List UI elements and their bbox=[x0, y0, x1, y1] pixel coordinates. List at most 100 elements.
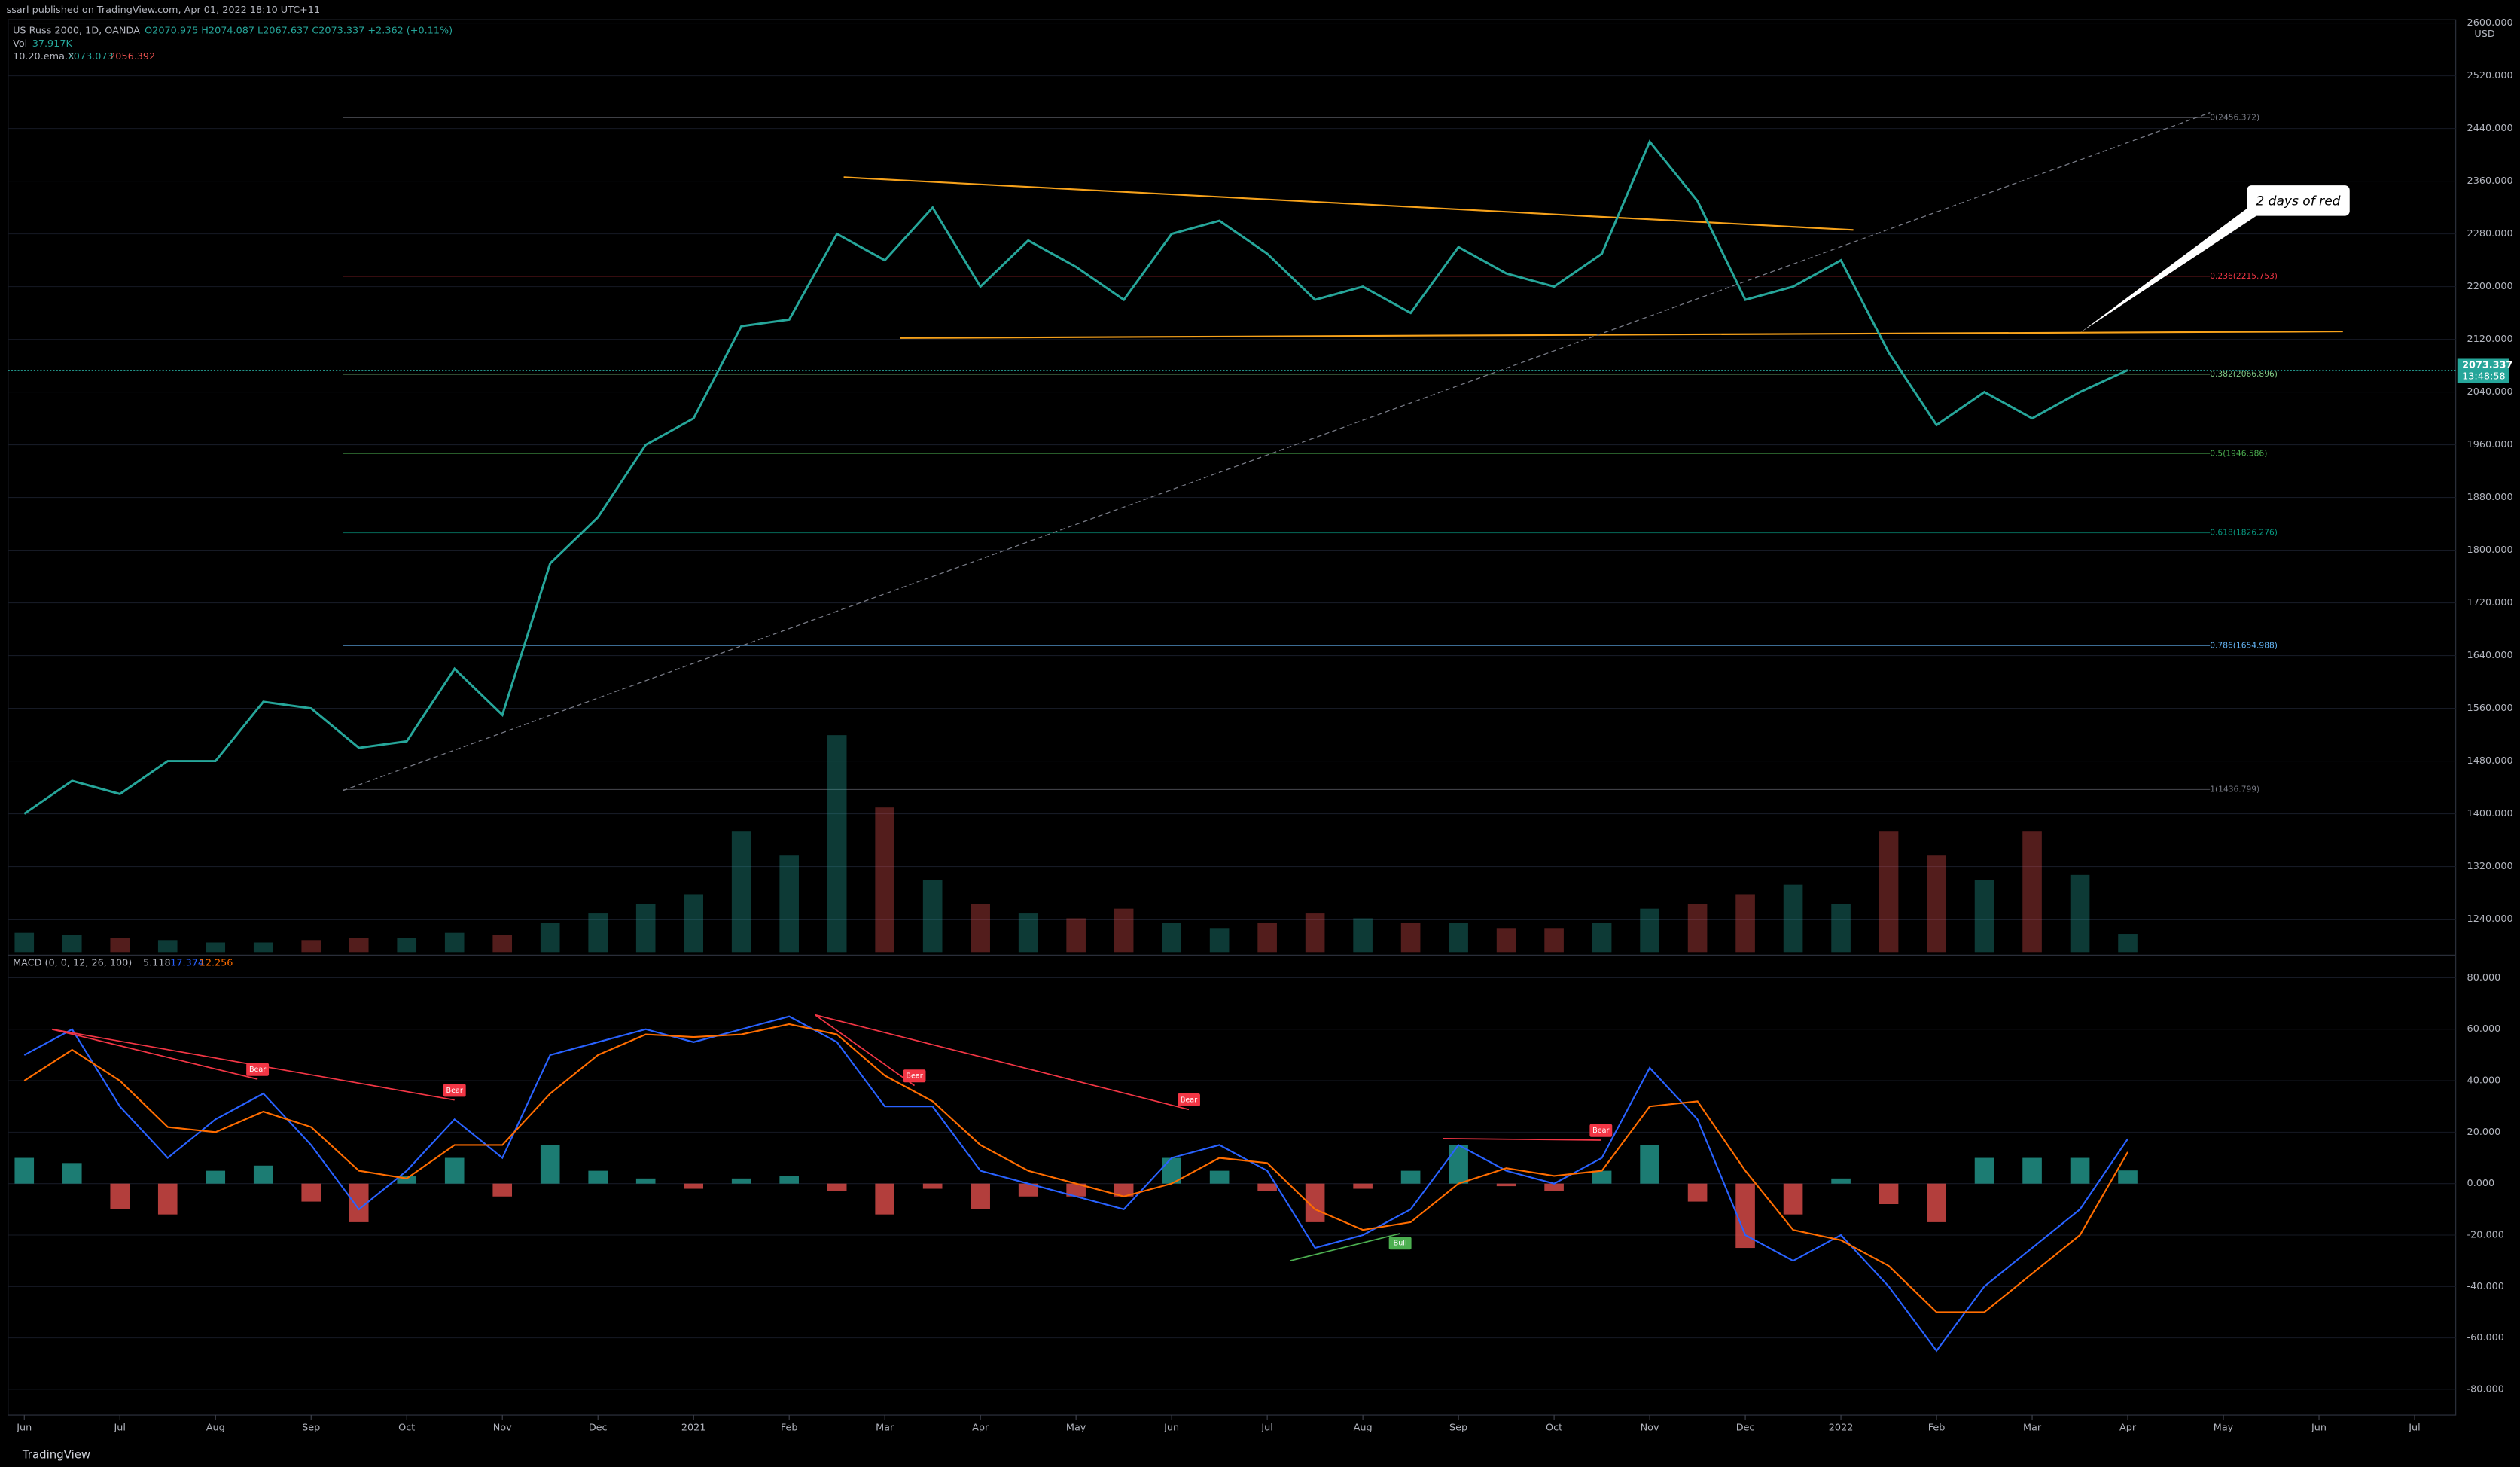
trendline bbox=[342, 112, 2211, 791]
volume-bar bbox=[1496, 928, 1516, 953]
histogram-bar bbox=[1257, 1183, 1277, 1191]
y-tick-label: 20.000 bbox=[2467, 1127, 2501, 1138]
volume-bar bbox=[397, 938, 417, 953]
volume-bar bbox=[827, 735, 847, 953]
volume-bar bbox=[14, 932, 35, 953]
histogram-bar bbox=[492, 1183, 513, 1197]
y-tick-label: -20.000 bbox=[2467, 1229, 2504, 1240]
x-tick-label: Feb bbox=[1928, 1423, 1946, 1434]
x-tick-label: Oct bbox=[398, 1423, 415, 1434]
x-tick-label: Jun bbox=[16, 1423, 32, 1434]
signal-value: 12.256 bbox=[200, 958, 233, 969]
volume-bar bbox=[2118, 934, 2138, 953]
x-tick-label: Apr bbox=[972, 1423, 989, 1434]
y-tick-label: 60.000 bbox=[2467, 1023, 2501, 1035]
ohlc: O2070.975 H2074.087 L2067.637 C2073.337 … bbox=[145, 26, 453, 37]
volume-bar bbox=[1831, 904, 1851, 953]
divergence-label: Bear bbox=[1592, 1127, 1609, 1135]
y-tick-label: 1800.000 bbox=[2467, 544, 2513, 556]
histogram-bar bbox=[301, 1183, 321, 1202]
volume-bar bbox=[1927, 855, 1946, 953]
ema-name: 10.20.ema.X bbox=[13, 51, 75, 63]
histogram-bar bbox=[2118, 1170, 2138, 1184]
x-tick-label: Nov bbox=[1641, 1423, 1659, 1434]
divergence-line bbox=[51, 1028, 455, 1101]
y-tick-label: 2200.000 bbox=[2467, 281, 2513, 292]
x-tick-label: Oct bbox=[1546, 1423, 1562, 1434]
x-tick-label: May bbox=[1066, 1423, 1086, 1434]
histogram-bar bbox=[1018, 1183, 1038, 1197]
callout-text: 2 days of red bbox=[2256, 194, 2340, 209]
symbol: US Russ 2000, 1D, OANDA bbox=[13, 26, 140, 37]
x-tick-label: Mar bbox=[876, 1423, 894, 1434]
divergence-label: Bear bbox=[446, 1087, 463, 1095]
volume-bar bbox=[1879, 831, 1899, 953]
volume-bar bbox=[253, 942, 273, 953]
histogram-bar bbox=[1209, 1170, 1230, 1184]
y-tick-label: 40.000 bbox=[2467, 1075, 2501, 1087]
y-tick-label: 2440.000 bbox=[2467, 123, 2513, 134]
histogram-bar bbox=[444, 1157, 465, 1184]
divergence-label: Bull bbox=[1394, 1240, 1407, 1248]
histogram-bar bbox=[1640, 1145, 1659, 1184]
volume-bar bbox=[1449, 923, 1468, 953]
y-tick-label: 2040.000 bbox=[2467, 386, 2513, 398]
volume-bar bbox=[62, 935, 82, 953]
x-tick-label: Jun bbox=[2311, 1423, 2327, 1434]
x-tick-label: Feb bbox=[781, 1423, 798, 1434]
y-tick-label: -40.000 bbox=[2467, 1281, 2504, 1292]
volume-bar bbox=[779, 855, 799, 953]
y-tick-label: 1640.000 bbox=[2467, 650, 2513, 661]
histogram-bar bbox=[540, 1145, 560, 1184]
histogram-bar bbox=[1544, 1183, 1564, 1191]
histogram-bar bbox=[1353, 1183, 1373, 1189]
histogram-bar bbox=[1496, 1183, 1516, 1187]
volume-bar bbox=[635, 904, 656, 953]
histogram-bar bbox=[206, 1170, 226, 1184]
volume-value: 37.917K bbox=[32, 38, 73, 50]
histogram-bar bbox=[2070, 1157, 2090, 1184]
y-tick-label: 1880.000 bbox=[2467, 492, 2513, 503]
volume-bar bbox=[922, 880, 943, 953]
divergence-tag bbox=[1589, 1124, 1613, 1137]
x-tick-label: Nov bbox=[493, 1423, 512, 1434]
fib-label: 0.786(1654.988) bbox=[2210, 640, 2278, 650]
divergence-line bbox=[814, 1014, 916, 1087]
fib-label: 0.236(2215.753) bbox=[2210, 271, 2278, 281]
price-tag bbox=[2457, 358, 2509, 383]
histogram-bar bbox=[875, 1183, 894, 1215]
y-tick-label: 1400.000 bbox=[2467, 808, 2513, 819]
histogram-bar bbox=[1974, 1157, 1994, 1184]
x-tick-label: Dec bbox=[589, 1423, 608, 1434]
y-tick-label: 1560.000 bbox=[2467, 703, 2513, 714]
x-tick-label: Aug bbox=[1354, 1423, 1373, 1434]
fib-label: 0.5(1946.586) bbox=[2210, 448, 2267, 458]
histogram-bar bbox=[1400, 1170, 1421, 1184]
volume-bar bbox=[1114, 908, 1134, 953]
histogram-bar bbox=[588, 1170, 608, 1184]
y-tick-label: 1960.000 bbox=[2467, 439, 2513, 450]
histogram-bar bbox=[397, 1176, 417, 1184]
y-tick-label: 2600.000 bbox=[2467, 17, 2513, 29]
volume-bar bbox=[1066, 918, 1086, 953]
divergence-label: Bear bbox=[906, 1072, 922, 1081]
fib-label: 0.382(2066.896) bbox=[2210, 369, 2278, 379]
volume-bar bbox=[2022, 831, 2042, 953]
y-tick-label: -60.000 bbox=[2467, 1332, 2504, 1343]
ema-value: 2056.392 bbox=[109, 51, 155, 63]
price-tag-countdown: 13:48:58 bbox=[2462, 371, 2505, 382]
volume-bar bbox=[206, 942, 226, 953]
trendline bbox=[900, 331, 2343, 339]
histogram-bar bbox=[635, 1178, 656, 1184]
histogram-bar bbox=[157, 1183, 178, 1215]
x-tick-label: Dec bbox=[1736, 1423, 1755, 1434]
histogram-bar bbox=[779, 1176, 799, 1184]
histogram-bar bbox=[922, 1183, 943, 1189]
histogram-bar bbox=[110, 1183, 130, 1209]
histogram-bar bbox=[1927, 1183, 1946, 1222]
x-tick-label: Sep bbox=[302, 1423, 320, 1434]
histogram-bar bbox=[62, 1163, 82, 1184]
histogram-bar bbox=[731, 1178, 751, 1184]
x-tick-label: May bbox=[2214, 1423, 2234, 1434]
